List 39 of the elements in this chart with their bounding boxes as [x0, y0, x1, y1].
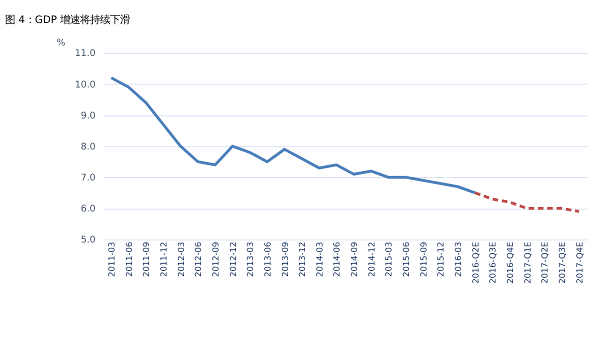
x-tick-label: 2013-06 — [262, 242, 272, 277]
x-tick-label: 2014-09 — [349, 242, 360, 277]
x-tick-label: 2011-06 — [124, 242, 134, 277]
y-tick-label: 8.0 — [80, 141, 96, 152]
x-tick-label: 2013-12 — [297, 242, 308, 277]
line-series — [110, 76, 476, 194]
x-tick-label: 2015-12 — [436, 242, 446, 277]
x-tick-label: 2015-03 — [384, 242, 394, 277]
x-tick-label: 2014-06 — [332, 242, 342, 277]
x-tick-label: 2017-Q1E — [522, 242, 532, 284]
x-tick-label: 2017-Q3E — [556, 242, 567, 284]
x-tick-label: 2016-Q2E — [470, 242, 480, 284]
x-tick-label: 2012-09 — [210, 242, 220, 277]
y-tick-label: 5.0 — [80, 234, 96, 246]
x-tick-label: 2011-03 — [106, 242, 117, 277]
x-tick-label: 2015-09 — [418, 242, 428, 277]
x-tick-label: 2013-09 — [280, 242, 290, 277]
y-tick-label: 6.0 — [80, 204, 96, 215]
line-series — [474, 191, 580, 213]
x-tick-label: 2017-Q4E — [574, 242, 584, 284]
x-tick-label: 2011-09 — [141, 242, 152, 277]
x-tick-label: 2016-Q3E — [488, 242, 498, 284]
x-tick-label: 2015-06 — [401, 242, 412, 277]
y-tick-label: 11.0 — [74, 48, 96, 60]
x-tick-label: 2017-Q2E — [540, 242, 550, 284]
x-tick-label: 2012-12 — [228, 242, 238, 277]
x-tick-label: 2011-12 — [158, 242, 169, 277]
y-tick-label: 9.0 — [80, 110, 96, 122]
x-tick-label: 2014-12 — [366, 242, 376, 277]
x-tick-label: 2012-06 — [193, 242, 204, 277]
x-tick-label: 2012-03 — [176, 242, 186, 277]
chart-title: 图 4：GDP 增速将持续下滑 — [5, 14, 130, 26]
y-tick-label: 7.0 — [80, 172, 96, 184]
x-tick-label: 2014-03 — [314, 242, 324, 277]
y-tick-label: 10.0 — [74, 79, 96, 90]
x-tick-label: 2016-Q4E — [504, 242, 515, 284]
x-tick-label: 2013-03 — [245, 242, 256, 277]
x-tick-label: 2016-03 — [453, 242, 464, 277]
y-axis-title: % — [56, 37, 66, 48]
